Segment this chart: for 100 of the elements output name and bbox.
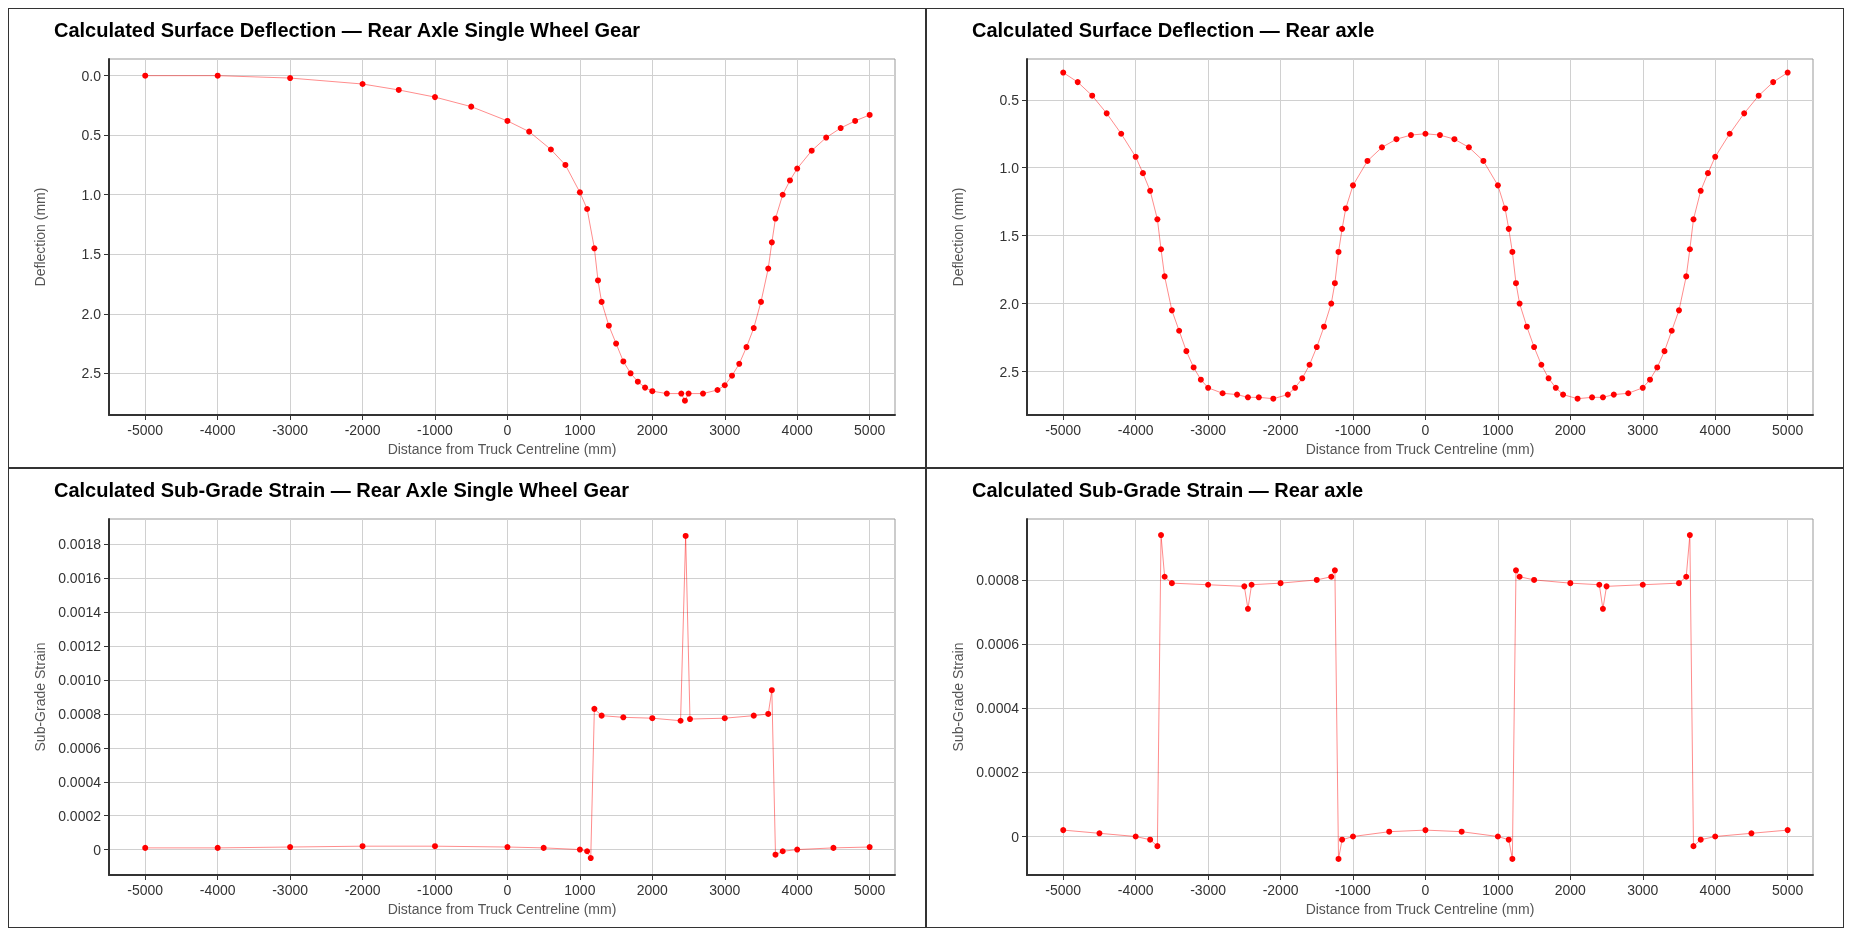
- point: [214, 844, 221, 851]
- point: [547, 146, 554, 153]
- x-tick-label: 5000: [854, 422, 886, 438]
- point: [714, 387, 721, 393]
- point: [432, 94, 438, 101]
- x-tick-label: -2000: [344, 422, 381, 438]
- point: [786, 177, 793, 184]
- y-tick-label: 0.0008: [976, 571, 1020, 588]
- x-tick-label: -4000: [1117, 422, 1154, 438]
- y-tick-label: 0: [93, 841, 102, 858]
- point: [1335, 855, 1342, 862]
- point: [1205, 581, 1212, 588]
- x-tick-label: -4000: [199, 422, 236, 438]
- y-tick-label: 0.0018: [58, 536, 102, 553]
- x-tick-label: 1000: [564, 422, 596, 438]
- point: [1386, 828, 1393, 835]
- x-tick-label: 2000: [1554, 422, 1587, 438]
- point: [287, 844, 294, 851]
- point: [591, 705, 598, 712]
- x-tick-label: -2000: [1262, 882, 1299, 898]
- chart-title: Calculated Surface Deflection — Rear axle: [972, 19, 1375, 41]
- point: [649, 388, 656, 395]
- point: [779, 191, 786, 198]
- point: [1096, 830, 1103, 837]
- y-tick-label: 0.0016: [58, 570, 102, 587]
- x-tick-label: 1000: [1482, 422, 1514, 438]
- x-tick-label: 3000: [709, 882, 741, 898]
- y-tick-label: 0.0012: [58, 638, 102, 655]
- chart-title: Calculated Sub-Grade Strain — Rear Axle Single Wheel Gear: [54, 479, 630, 501]
- point: [587, 855, 594, 862]
- point: [468, 103, 475, 110]
- y-tick-label: 1.0: [999, 159, 1020, 176]
- point: [1331, 567, 1338, 574]
- point: [1505, 836, 1512, 843]
- point: [685, 390, 692, 397]
- x-tick-label: 3000: [1627, 882, 1659, 898]
- point: [765, 265, 772, 272]
- point: [852, 117, 859, 124]
- point: [1512, 567, 1519, 574]
- point: [504, 117, 511, 124]
- point: [649, 715, 656, 722]
- x-tick-label: -3000: [1190, 882, 1227, 898]
- y-tick-label: 0.0006: [976, 636, 1020, 653]
- y-tick-label: 0.5: [999, 91, 1020, 108]
- x-tick-label: 2000: [636, 422, 669, 438]
- point: [594, 277, 601, 284]
- point: [1639, 581, 1646, 588]
- point: [142, 844, 149, 851]
- point: [1168, 580, 1175, 587]
- point: [1516, 573, 1523, 580]
- point: [598, 298, 605, 305]
- point: [359, 843, 366, 850]
- point: [866, 844, 873, 851]
- point: [837, 125, 844, 132]
- point: [432, 843, 438, 850]
- x-tick-label: -1000: [417, 882, 454, 898]
- point: [681, 397, 688, 404]
- point: [794, 846, 801, 853]
- point: [359, 81, 366, 87]
- x-tick-label: -1000: [417, 422, 454, 438]
- point: [794, 165, 801, 172]
- point: [1531, 576, 1538, 583]
- point: [1248, 581, 1255, 588]
- point: [1683, 573, 1690, 580]
- point: [866, 111, 873, 118]
- point: [1690, 843, 1697, 850]
- x-tick-label: -3000: [272, 422, 309, 438]
- point: [808, 147, 815, 154]
- x-tick-label: 5000: [1772, 882, 1804, 898]
- point: [287, 75, 294, 82]
- point: [1313, 576, 1320, 583]
- point: [830, 844, 837, 851]
- y-tick-label: 2.0: [999, 295, 1020, 312]
- point: [1147, 836, 1154, 843]
- point: [1748, 830, 1755, 837]
- chart-title: Calculated Surface Deflection — Rear Axle Single Wheel Gear: [54, 19, 641, 41]
- point: [1712, 833, 1719, 840]
- point: [779, 848, 786, 855]
- point: [721, 382, 728, 389]
- point: [750, 712, 757, 719]
- x-axis-title: Distance from Truck Centreline (mm): [387, 440, 617, 457]
- y-tick-label: 0.0010: [58, 672, 102, 689]
- point: [1328, 573, 1335, 580]
- point: [620, 714, 627, 721]
- point: [591, 245, 598, 252]
- point: [1154, 843, 1161, 850]
- point: [576, 846, 583, 853]
- point: [584, 206, 591, 213]
- point: [1596, 581, 1603, 588]
- point: [1060, 827, 1067, 834]
- point: [1161, 573, 1168, 580]
- x-axis-title: Distance from Truck Centreline (mm): [387, 900, 617, 917]
- x-tick-label: -2000: [344, 882, 381, 898]
- y-tick-label: 0.0: [81, 67, 102, 84]
- x-tick-label: 3000: [709, 422, 741, 438]
- point: [700, 390, 707, 397]
- point: [1132, 833, 1139, 840]
- point: [1158, 532, 1165, 539]
- point: [1339, 836, 1346, 843]
- y-tick-label: 0.5: [81, 127, 102, 144]
